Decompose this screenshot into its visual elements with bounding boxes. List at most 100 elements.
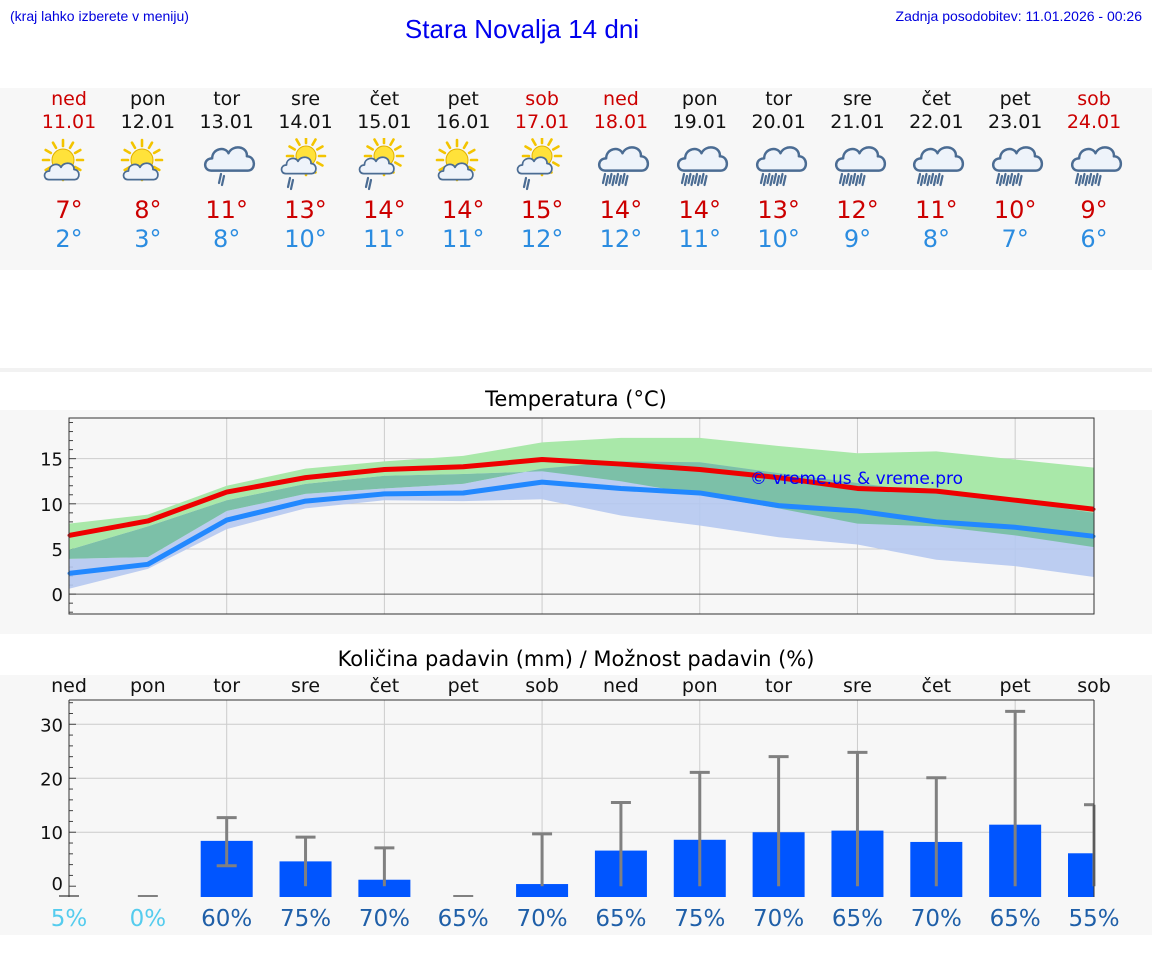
sun-ray xyxy=(438,148,447,155)
day-date: 20.01 xyxy=(751,111,806,133)
max-temp-point xyxy=(225,490,229,494)
cloud-shape xyxy=(1071,146,1123,172)
sun-cloud-icon xyxy=(435,138,479,182)
rain-drop xyxy=(1005,174,1010,187)
day-name: pon xyxy=(129,88,166,110)
day-date: 23.01 xyxy=(987,111,1043,133)
max-temp-point xyxy=(304,476,308,480)
day-column: sre 14.01 13° 10° xyxy=(266,88,346,254)
rain-drop xyxy=(1087,172,1093,185)
cloud-shape xyxy=(913,146,965,172)
sun-ray xyxy=(152,165,161,172)
sun-shape xyxy=(364,138,405,177)
day-label: tor xyxy=(213,675,240,697)
day-column: tor 13.01 11° 8° xyxy=(187,88,267,254)
temp-max: 12° xyxy=(836,196,879,224)
rain-drop xyxy=(614,172,620,185)
rain-drop xyxy=(621,172,626,185)
day-name: sre xyxy=(291,88,321,110)
precip-probability-label: 65% xyxy=(990,906,1041,932)
max-temp-point xyxy=(146,519,150,523)
sun-ray xyxy=(315,145,324,151)
rain-drop xyxy=(700,172,705,185)
day-date: 12.01 xyxy=(120,111,176,133)
forecast-strip-bg xyxy=(0,88,1152,270)
temp-max: 15° xyxy=(520,196,564,224)
cloud-body xyxy=(280,156,317,175)
precip-probability-label: 70% xyxy=(359,906,410,932)
rain-drop xyxy=(1015,172,1020,185)
sun-ray xyxy=(73,148,82,155)
rain-drop xyxy=(217,172,222,185)
day-date: 15.01 xyxy=(357,111,412,133)
day-column: pet 23.01 10° 7° xyxy=(975,88,1055,254)
max-temp-point xyxy=(1013,498,1017,502)
rain-drop xyxy=(601,172,607,185)
location-menu-hint[interactable]: (kraj lahko izberete v meniju) xyxy=(10,8,189,24)
day-name: sob xyxy=(525,88,559,110)
precip-probability-label: 60% xyxy=(201,906,252,932)
day-label: sre xyxy=(291,675,320,697)
max-temp-point xyxy=(540,458,544,462)
divider xyxy=(0,368,1152,372)
cloud-shape xyxy=(203,146,255,172)
sun-ray xyxy=(366,145,375,151)
temp-min: 2° xyxy=(55,225,83,253)
rain-drop xyxy=(608,172,613,185)
min-temp-point xyxy=(382,492,386,496)
sun-ray xyxy=(547,138,553,147)
rain-drop xyxy=(525,178,531,191)
day-date: 11.01 xyxy=(41,111,97,133)
cloud-shape xyxy=(437,162,475,181)
cloud-body xyxy=(755,146,807,172)
max-temp-point xyxy=(461,465,465,469)
rain-drop xyxy=(933,174,938,187)
cloud-body xyxy=(992,146,1044,172)
temp-max: 10° xyxy=(993,196,1037,224)
rain-drop xyxy=(1094,172,1099,185)
temp-min: 10° xyxy=(284,225,327,253)
cloud-shape xyxy=(516,156,553,175)
cloud-body xyxy=(43,162,80,181)
min-temp-point xyxy=(225,518,229,522)
precip-probability-label: 70% xyxy=(911,906,962,932)
sun-ray xyxy=(468,148,476,155)
cloud-shape xyxy=(280,156,317,175)
cloud-rain-icon xyxy=(992,146,1044,187)
max-temp-point xyxy=(934,489,938,493)
day-date: 16.01 xyxy=(436,111,491,133)
day-column: čet 22.01 11° 8° xyxy=(896,88,976,254)
max-temp-point xyxy=(382,467,386,471)
cloud-shape xyxy=(755,146,807,172)
rain-drop xyxy=(841,174,846,187)
cloud-rain-icon xyxy=(676,146,728,187)
y-tick-label: 10 xyxy=(40,495,63,516)
precip-probability-label: 5% xyxy=(51,906,88,932)
temp-min: 8° xyxy=(213,225,241,253)
rain-drop xyxy=(847,174,853,187)
cloud-shape xyxy=(676,146,728,172)
sun-ray xyxy=(130,141,137,150)
rain-drop xyxy=(936,172,941,185)
cloud-shape xyxy=(992,146,1044,172)
cloud-shape xyxy=(122,162,159,181)
temp-max: 14° xyxy=(441,196,485,224)
day-name: tor xyxy=(765,88,793,110)
sun-cloud-icon xyxy=(120,138,164,182)
rain-drop xyxy=(687,172,692,185)
rain-drop xyxy=(1074,172,1080,185)
day-column: sob 24.01 9° 6° xyxy=(1054,88,1134,254)
rain-drop xyxy=(680,172,685,185)
day-column: tor 20.01 13° 10° xyxy=(739,88,819,254)
day-date: 21.01 xyxy=(830,111,885,133)
day-name: sre xyxy=(843,88,872,110)
day-date: 14.01 xyxy=(278,111,333,133)
temp-max: 14° xyxy=(599,196,643,224)
day-label: sre xyxy=(843,675,872,697)
day-name: čet xyxy=(921,88,952,110)
rain-drop xyxy=(782,174,787,187)
temp-max: 14° xyxy=(363,196,406,224)
rain-drop xyxy=(939,174,944,187)
max-temp-line xyxy=(68,457,1095,538)
rain-drop xyxy=(917,172,922,185)
